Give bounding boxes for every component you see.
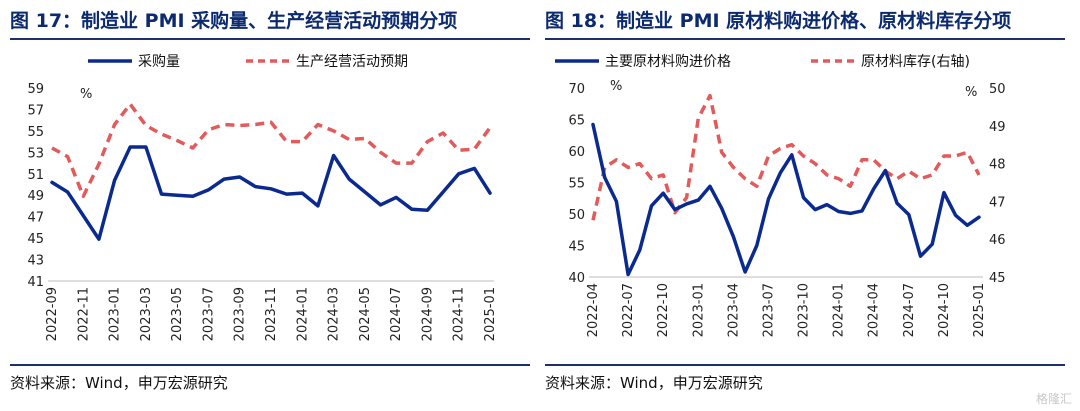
chart-title: 图 17：制造业 PMI 采购量、生产经营活动预期分项	[10, 10, 458, 32]
legend-label: 采购量	[138, 54, 180, 70]
x-tick-label: 2023-10	[797, 283, 812, 337]
x-tick-label: 2023-07	[201, 287, 216, 341]
y-tick-label: 59	[27, 82, 44, 97]
y-tick-label: 41	[27, 275, 44, 290]
legend-label: 生产经营活动预期	[296, 54, 408, 70]
y-unit-label: %	[610, 79, 622, 94]
x-tick-label: 2024-03	[327, 287, 342, 341]
x-tick-label: 2023-04	[726, 283, 741, 337]
y-tick-label: 53	[27, 146, 44, 161]
x-tick-label: 2022-07	[621, 283, 636, 337]
legend-label: 主要原材料购进价格	[605, 54, 731, 70]
y-tick-label: 47	[27, 211, 44, 226]
y-tick-label: 60	[568, 145, 585, 160]
panel-pmi-purchase: 图 17：制造业 PMI 采购量、生产经营活动预期分项 采购量 生产经营活动预期 4…	[10, 0, 530, 411]
x-tick-label: 2025-01	[483, 287, 498, 341]
y-tick-label: 49	[27, 189, 44, 204]
x-tick-label: 2025-01	[972, 283, 987, 337]
series-line-secondary	[591, 93, 981, 221]
footer-divider	[10, 364, 530, 366]
source-note: 资料来源：Wind，申万宏源研究	[545, 374, 763, 392]
x-tick-label: 2024-04	[867, 283, 882, 337]
x-tick-label: 2024-10	[937, 283, 952, 337]
y-tick-label: 50	[568, 208, 585, 223]
x-tick-label: 2023-03	[139, 287, 154, 341]
panel-pmi-raw-material: 图 18：制造业 PMI 原材料购进价格、原材料库存分项 主要原材料购进价格 原材…	[545, 0, 1065, 411]
x-tick-label: 2022-11	[76, 287, 91, 341]
title-divider	[545, 38, 1065, 40]
x-tick-label: 2024-07	[389, 287, 404, 341]
y2-tick-label: 45	[989, 271, 1006, 286]
title-divider	[10, 38, 530, 40]
series-line-secondary	[51, 102, 492, 199]
y-tick-label: 51	[27, 168, 44, 183]
y-tick-label: 65	[568, 114, 585, 129]
x-tick-label: 2022-10	[656, 283, 671, 337]
y-tick-label: 70	[568, 82, 585, 97]
series-line-primary	[591, 122, 981, 277]
x-tick-label: 2024-05	[358, 287, 373, 341]
chart-title: 图 18：制造业 PMI 原材料购进价格、原材料库存分项	[545, 10, 1012, 32]
x-tick-label: 2024-07	[902, 283, 917, 337]
x-tick-label: 2023-01	[691, 283, 706, 337]
y-tick-label: 45	[568, 240, 585, 255]
x-tick-label: 2022-04	[586, 283, 601, 337]
y-tick-label: 57	[27, 103, 44, 118]
x-tick-label: 2023-05	[170, 287, 185, 341]
y-tick-label: 43	[27, 254, 44, 269]
x-tick-label: 2024-11	[452, 287, 467, 341]
y2-tick-label: 48	[989, 158, 1006, 173]
y-unit-label: %	[80, 87, 92, 102]
y-tick-label: 45	[27, 232, 44, 247]
series-line-primary	[50, 145, 492, 241]
x-tick-label: 2024-09	[420, 287, 435, 341]
watermark-logo: 格隆汇	[1035, 392, 1072, 406]
x-tick-label: 2023-01	[108, 287, 123, 341]
y2-tick-label: 46	[989, 233, 1006, 248]
source-note: 资料来源：Wind，申万宏源研究	[10, 374, 228, 392]
y2-tick-label: 49	[989, 120, 1006, 135]
line-chart-price-inventory: 主要原材料购进价格 原材料库存(右轴) 40 45 50 55 60 65 70 % 45 46 47 4…	[555, 54, 1006, 337]
y-tick-label: 55	[27, 125, 44, 140]
x-tick-label: 2023-07	[761, 283, 776, 337]
x-tick-label: 2023-11	[264, 287, 279, 341]
footer-divider	[545, 364, 1065, 366]
x-tick-label: 2023-09	[233, 287, 248, 341]
y-tick-label: 55	[568, 177, 585, 192]
line-chart-purchase-expectation: 采购量 生产经营活动预期 41 43 45 47 49 51 53 55 57 59 % 2022-09 2…	[27, 54, 498, 341]
legend-label: 原材料库存(右轴)	[861, 54, 970, 70]
x-tick-label: 2024-01	[295, 287, 310, 341]
x-tick-label: 2022-09	[45, 287, 60, 341]
y2-tick-label: 47	[989, 195, 1006, 210]
y2-unit-label: %	[965, 85, 977, 100]
y2-tick-label: 50	[989, 82, 1006, 97]
x-tick-label: 2024-01	[832, 283, 847, 337]
y-tick-label: 40	[568, 271, 585, 286]
